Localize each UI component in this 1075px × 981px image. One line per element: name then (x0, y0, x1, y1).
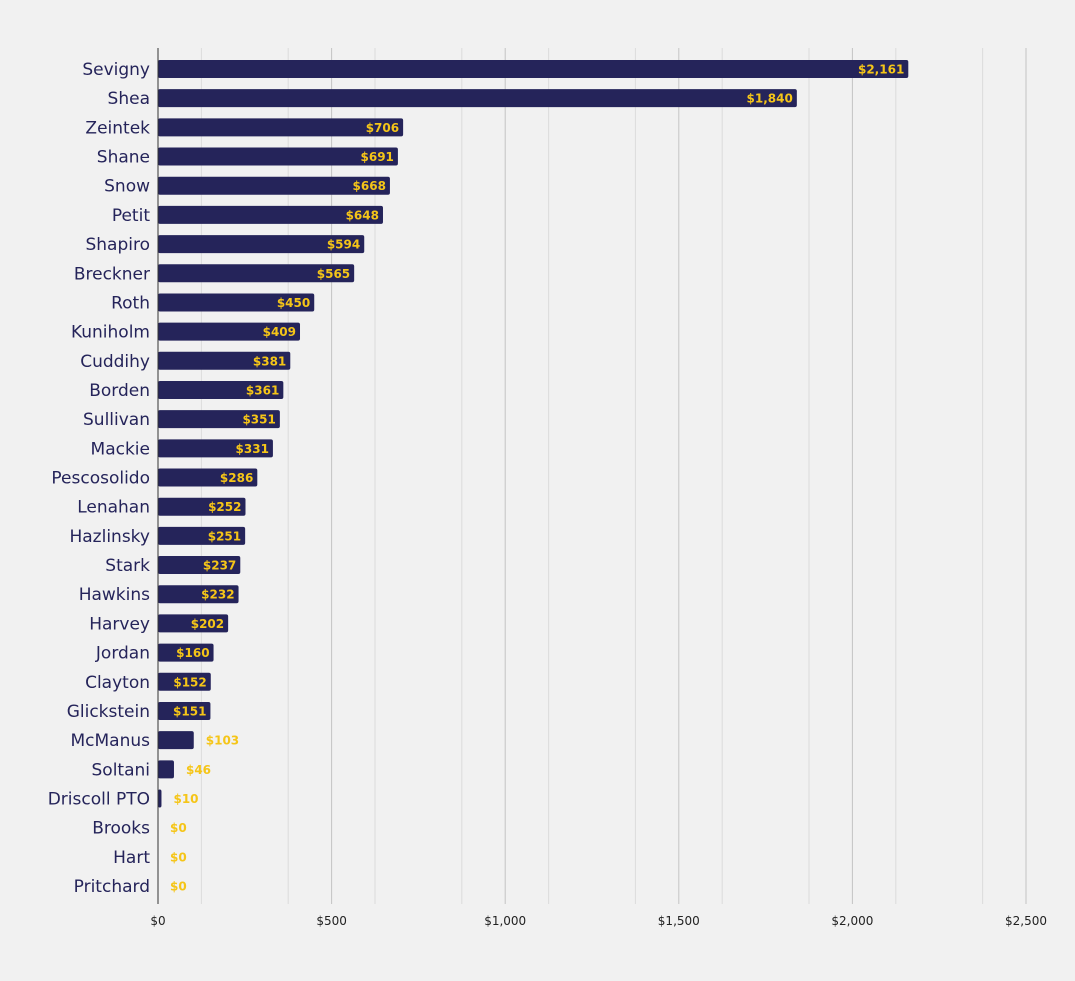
value-label: $2,161 (858, 63, 904, 77)
category-label: Shea (108, 89, 150, 109)
category-label: Cuddihy (80, 352, 150, 372)
category-label: Petit (112, 206, 150, 226)
value-label: $10 (173, 792, 198, 806)
bar (158, 439, 273, 458)
bar (158, 264, 355, 283)
value-label: $450 (277, 296, 310, 310)
bar (158, 205, 383, 224)
value-label: $1,840 (747, 92, 793, 106)
category-label: Brooks (92, 819, 150, 839)
value-label: $286 (220, 471, 253, 485)
value-label: $202 (191, 617, 224, 631)
x-axis-ticks: $0 $500 $1,000 $1,500 $2,000 $2,500 (150, 914, 1047, 928)
bar (158, 60, 909, 78)
bars-layer (158, 60, 909, 808)
value-label: $237 (203, 559, 236, 573)
category-labels: Sevigny Shea Zeintek Shane Snow Petit Shapiro B… (48, 60, 151, 897)
bar (158, 351, 291, 370)
value-label: $594 (327, 238, 360, 252)
bar (158, 614, 229, 633)
bar (158, 147, 398, 166)
bar (158, 89, 797, 108)
category-label: Driscoll PTO (48, 790, 150, 810)
category-label: Shapiro (85, 235, 150, 255)
bar (158, 410, 280, 429)
value-label: $151 (173, 704, 206, 718)
category-label: Lenahan (77, 498, 150, 518)
value-label: $0 (170, 821, 187, 835)
value-labels: $2,161 $1,840 $706 $691 $668 $648 $594 $565 $450… (170, 63, 904, 894)
bar (158, 322, 301, 341)
category-label: Stark (105, 556, 150, 576)
bar (158, 731, 194, 750)
category-label: Soltani (92, 760, 151, 780)
x-tick-label: $2,500 (1005, 914, 1047, 928)
value-label: $668 (353, 179, 386, 193)
category-label: Sullivan (83, 410, 150, 430)
value-label: $251 (208, 529, 241, 543)
bar (158, 526, 246, 545)
category-label: Glickstein (67, 702, 150, 722)
value-label: $0 (170, 880, 187, 894)
grid-layer (200, 48, 1027, 904)
category-label: McManus (70, 731, 150, 751)
x-tick-label: $2,000 (831, 914, 873, 928)
category-label: Breckner (74, 264, 150, 284)
x-tick-label: $500 (316, 914, 347, 928)
category-label: Pritchard (74, 877, 150, 897)
bar (158, 556, 241, 575)
value-label: $361 (246, 383, 279, 397)
bar (158, 760, 174, 779)
bar (158, 585, 239, 604)
bar (158, 643, 214, 662)
bar (158, 497, 246, 516)
bar (158, 789, 162, 808)
x-tick-label: $1,500 (658, 914, 700, 928)
value-label: $331 (236, 442, 269, 456)
bar (158, 380, 284, 399)
category-label: Roth (111, 293, 150, 313)
bar (158, 235, 365, 254)
value-label: $691 (361, 150, 394, 164)
category-label: Sevigny (82, 60, 150, 80)
value-label: $381 (253, 354, 286, 368)
value-label: $46 (186, 763, 211, 777)
bar (158, 672, 211, 691)
category-label: Jordan (95, 644, 150, 664)
category-label: Kuniholm (71, 323, 150, 343)
bar (158, 468, 258, 487)
category-label: Mackie (91, 439, 150, 459)
category-label: Borden (89, 381, 150, 401)
value-label: $565 (317, 267, 350, 281)
category-label: Shane (97, 148, 150, 168)
value-label: $103 (206, 734, 239, 748)
category-label: Hart (113, 848, 150, 868)
category-label: Zeintek (85, 118, 150, 138)
value-label: $0 (170, 850, 187, 864)
category-label: Snow (104, 177, 150, 197)
category-label: Pescosolido (51, 469, 150, 489)
x-tick-label: $0 (150, 914, 165, 928)
value-label: $232 (201, 588, 234, 602)
category-label: Hazlinsky (69, 527, 150, 547)
category-label: Hawkins (79, 585, 150, 605)
value-label: $648 (346, 208, 379, 222)
category-label: Harvey (89, 614, 150, 634)
value-label: $252 (208, 500, 241, 514)
bar (158, 293, 315, 312)
x-tick-label: $1,000 (484, 914, 526, 928)
value-label: $160 (176, 646, 209, 660)
bar (158, 701, 211, 720)
category-label: Clayton (85, 673, 150, 693)
value-label: $409 (263, 325, 296, 339)
bar (158, 118, 404, 137)
bar (158, 176, 390, 195)
value-label: $706 (366, 121, 399, 135)
value-label: $351 (242, 413, 275, 427)
value-label: $152 (173, 675, 206, 689)
